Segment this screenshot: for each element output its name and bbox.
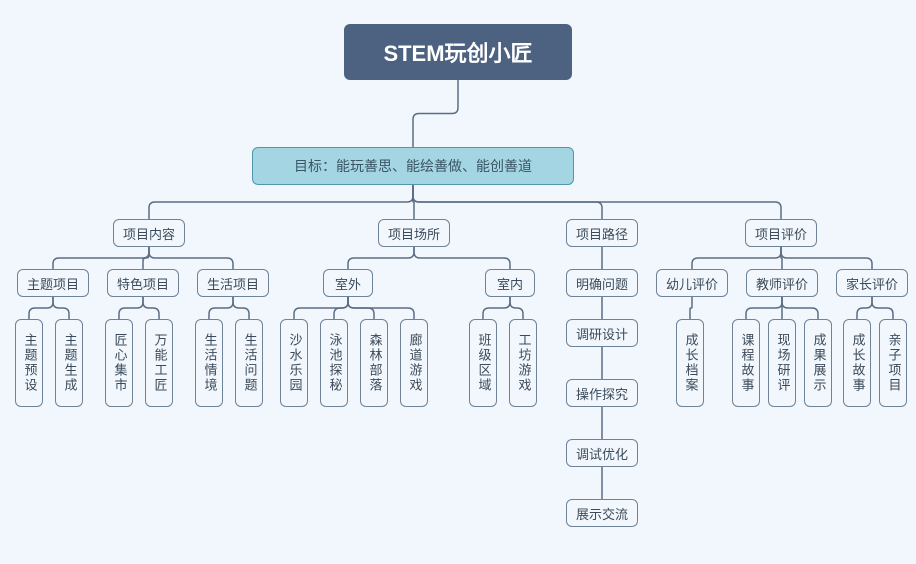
edge-b4-c7	[692, 247, 781, 269]
node-L10: 廊道游戏	[400, 319, 428, 407]
edge-b4-c8	[781, 247, 782, 269]
edge-b1-c3	[149, 247, 233, 269]
node-E2: 课程故事	[732, 319, 760, 407]
edge-c1-L1	[29, 297, 53, 319]
node-L3: 匠心集市	[105, 319, 133, 407]
node-P4: 调试优化	[566, 439, 638, 467]
node-L2: 主题生成	[55, 319, 83, 407]
node-c3: 生活项目	[197, 269, 269, 297]
edge-c9-E5	[857, 297, 872, 319]
node-root: STEM玩创小匠	[344, 24, 572, 80]
edge-b1-c1	[53, 247, 149, 269]
node-E3: 现场研评	[768, 319, 796, 407]
node-b2: 项目场所	[378, 219, 450, 247]
node-goal: 目标：能玩善思、能绘善做、能创善道	[252, 147, 574, 185]
node-b1: 项目内容	[113, 219, 185, 247]
edge-b1-c2	[143, 247, 149, 269]
node-L1: 主题预设	[15, 319, 43, 407]
node-P5: 展示交流	[566, 499, 638, 527]
node-E1: 成长档案	[676, 319, 704, 407]
edge-c9-E6	[872, 297, 893, 319]
edge-b2-c5	[414, 247, 510, 269]
node-c4: 室外	[323, 269, 373, 297]
node-P3: 操作探究	[566, 379, 638, 407]
edge-goal-b3	[413, 185, 602, 219]
node-c1: 主题项目	[17, 269, 89, 297]
node-E4: 成果展示	[804, 319, 832, 407]
edge-c8-E2	[746, 297, 782, 319]
edge-c4-L10	[348, 297, 414, 319]
edge-b2-c4	[348, 247, 414, 269]
node-E6: 亲子项目	[879, 319, 907, 407]
node-L11: 班级区域	[469, 319, 497, 407]
edge-c3-L6	[233, 297, 249, 319]
node-b3: 项目路径	[566, 219, 638, 247]
edge-goal-b4	[413, 185, 781, 219]
node-c7: 幼儿评价	[656, 269, 728, 297]
node-c8: 教师评价	[746, 269, 818, 297]
edge-goal-b1	[149, 185, 413, 219]
edge-c4-L8	[334, 297, 348, 319]
node-L7: 沙水乐园	[280, 319, 308, 407]
edge-c1-L2	[53, 297, 69, 319]
node-L6: 生活问题	[235, 319, 263, 407]
edge-c4-L9	[348, 297, 374, 319]
node-L5: 生活情境	[195, 319, 223, 407]
node-L12: 工坊游戏	[509, 319, 537, 407]
edge-c5-L11	[483, 297, 510, 319]
edge-root-goal	[413, 80, 458, 147]
edge-c4-L7	[294, 297, 348, 319]
node-E5: 成长故事	[843, 319, 871, 407]
node-b4: 项目评价	[745, 219, 817, 247]
edge-b4-c9	[781, 247, 872, 269]
edge-c3-L5	[209, 297, 233, 319]
node-c9: 家长评价	[836, 269, 908, 297]
edge-c2-L3	[119, 297, 143, 319]
edge-c2-L4	[143, 297, 159, 319]
node-P2: 调研设计	[566, 319, 638, 347]
node-c5: 室内	[485, 269, 535, 297]
node-c2: 特色项目	[107, 269, 179, 297]
edge-c5-L12	[510, 297, 523, 319]
node-L9: 森林部落	[360, 319, 388, 407]
edge-c7-E1	[690, 297, 692, 319]
edge-goal-b2	[413, 185, 414, 219]
edge-c8-E4	[782, 297, 818, 319]
node-L4: 万能工匠	[145, 319, 173, 407]
node-c6: 明确问题	[566, 269, 638, 297]
node-L8: 泳池探秘	[320, 319, 348, 407]
